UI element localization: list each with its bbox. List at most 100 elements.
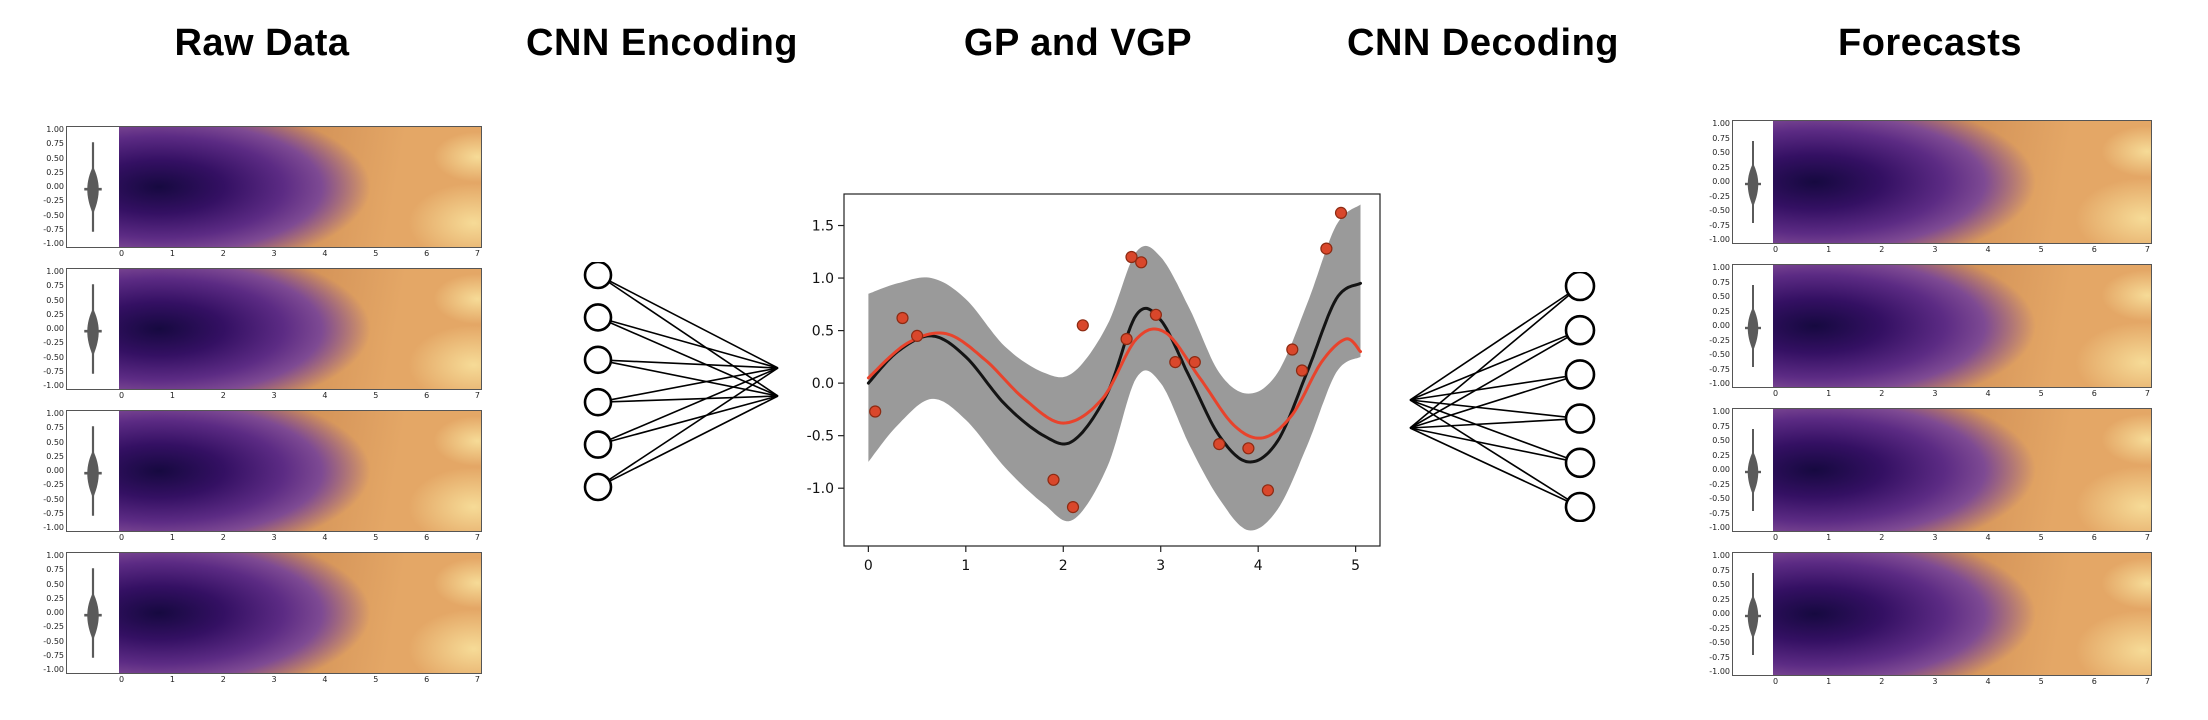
network-edge — [597, 359, 779, 369]
cnn-decoder-network — [1398, 272, 1598, 522]
y-tick-label: 0.75 — [46, 139, 64, 149]
y-tick-label: 0.50 — [46, 437, 64, 447]
y-tick-label: 0.00 — [46, 324, 64, 333]
y-tick-label: -0.75 — [43, 508, 64, 518]
y-tick-label: -0.50 — [1709, 494, 1730, 503]
observation-point — [1334, 206, 1348, 219]
observation-point — [1066, 501, 1080, 514]
y-tick-label: -0.25 — [1709, 191, 1730, 201]
cnn-encoder-network — [582, 262, 792, 502]
y-tick-label: 0.50 — [1712, 580, 1730, 589]
y-tick-label: -0.75 — [1709, 364, 1730, 374]
y-tick-label: 1.5 — [812, 219, 834, 235]
x-tick-label: 4 — [322, 249, 328, 258]
y-tick-label: -0.50 — [1709, 638, 1730, 647]
raw-data-panel: 1.00 0.75 0.50 0.25 0.00 -0.25 -0.50 -0.75 -1.00… — [40, 552, 482, 686]
observation-point — [896, 311, 909, 325]
observation-point — [1188, 356, 1201, 369]
network-edge — [1409, 427, 1581, 508]
y-tick-label: 0.00 — [46, 608, 64, 617]
observation-point — [1135, 256, 1148, 269]
y-tick-label: -1.00 — [43, 665, 64, 674]
x-tick-label: 4 — [1985, 533, 1991, 542]
x-tick-label: 3 — [271, 249, 277, 258]
y-tick-label: -1.00 — [1709, 235, 1730, 244]
x-tick-label: 6 — [2091, 533, 2097, 542]
forecast-panels: 1.00 0.75 0.50 0.25 0.00 -0.25 -0.50 -0.75 -1.00… — [1700, 120, 2152, 688]
x-tick-label: 2 — [220, 675, 226, 684]
violin-glyph — [84, 142, 102, 232]
violin-glyph — [1745, 285, 1761, 367]
y-tick-label: -0.25 — [43, 622, 64, 632]
decoder-fan-graphic — [1409, 272, 1596, 522]
x-tick-label: 5 — [373, 249, 379, 258]
x-tick-label: 3 — [271, 533, 277, 542]
network-edge — [597, 359, 779, 397]
network-edge — [1409, 285, 1581, 401]
network-node — [583, 303, 613, 332]
violin-strip — [1733, 265, 1773, 387]
x-tick-label: 2 — [1879, 389, 1885, 398]
violin-strip — [67, 269, 119, 389]
network-edge — [597, 367, 779, 403]
x-axis-ticks: 0 1 2 3 4 5 6 7 — [1773, 390, 2150, 400]
observation-point — [1120, 332, 1133, 346]
network-edge — [597, 367, 779, 446]
y-tick-label: 0.5 — [812, 324, 834, 340]
y-tick-label: 0.50 — [1712, 148, 1730, 157]
x-tick-label: 2 — [220, 391, 226, 400]
x-tick-label: 5 — [2038, 245, 2044, 254]
x-tick-label: 7 — [474, 675, 480, 684]
y-axis-ticks: 1.00 0.75 0.50 0.25 0.00 -0.25 -0.50 -0.75 -1.00 — [40, 126, 64, 248]
plot-box — [66, 410, 482, 532]
y-tick-label: -0.50 — [1709, 206, 1730, 215]
network-node — [583, 387, 613, 417]
plot-box — [1732, 552, 2152, 676]
y-axis-ticks: 1.00 0.75 0.50 0.25 0.00 -0.25 -0.50 -0.75 -1.00 — [1700, 552, 1730, 676]
y-axis-ticks: 1.00 0.75 0.50 0.25 0.00 -0.25 -0.50 -0.75 -1.00 — [1700, 408, 1730, 532]
network-node — [1564, 272, 1596, 302]
y-tick-label: -1.00 — [1709, 667, 1730, 676]
y-tick-label: 0.25 — [46, 451, 64, 461]
x-tick-label: 3 — [1932, 533, 1938, 542]
raw-data-panel: 1.00 0.75 0.50 0.25 0.00 -0.25 -0.50 -0.75 -1.00… — [40, 126, 482, 260]
y-tick-label: -0.25 — [1709, 335, 1730, 345]
plot-box — [66, 268, 482, 390]
network-edge — [597, 395, 779, 488]
y-tick-label: -0.75 — [1709, 508, 1730, 518]
plot-box — [1732, 264, 2152, 388]
contour-field — [1773, 553, 2151, 675]
x-tick-label: 2 — [220, 533, 226, 542]
x-tick-label: 3 — [1932, 245, 1938, 254]
y-tick-label: -0.25 — [43, 338, 64, 348]
y-tick-label: 0.50 — [1712, 436, 1730, 445]
x-tick-label: 1 — [169, 391, 175, 400]
network-edge — [1409, 427, 1581, 464]
y-tick-label: -0.75 — [43, 366, 64, 376]
y-tick-label: 1.00 — [46, 125, 64, 134]
violin-glyph — [84, 568, 102, 658]
y-tick-label: -0.75 — [43, 224, 64, 234]
x-tick-label: 0 — [119, 533, 125, 542]
x-tick-label: 6 — [2091, 389, 2097, 398]
x-tick-label: 1 — [1826, 677, 1832, 686]
x-tick-label: 2 — [1879, 533, 1885, 542]
y-tick-label: -0.50 — [1709, 350, 1730, 359]
observation-point — [1169, 356, 1182, 369]
violin-glyph — [84, 284, 102, 374]
y-tick-label: 0.75 — [46, 423, 64, 433]
y-tick-label: -0.25 — [1709, 623, 1730, 633]
violin-strip — [1733, 553, 1773, 675]
x-tick-label: 1 — [169, 533, 175, 542]
y-tick-label: 1.00 — [1712, 263, 1730, 272]
y-tick-label: 1.00 — [46, 551, 64, 560]
network-edge — [597, 395, 779, 403]
y-tick-label: -1.00 — [43, 523, 64, 532]
observation-point — [1261, 484, 1274, 497]
y-tick-label: -0.75 — [43, 650, 64, 660]
x-tick-label: 3 — [271, 675, 277, 684]
y-tick-label: 0.25 — [46, 167, 64, 177]
x-tick-label: 0 — [1773, 677, 1779, 686]
y-tick-label: 0.75 — [1712, 133, 1730, 143]
